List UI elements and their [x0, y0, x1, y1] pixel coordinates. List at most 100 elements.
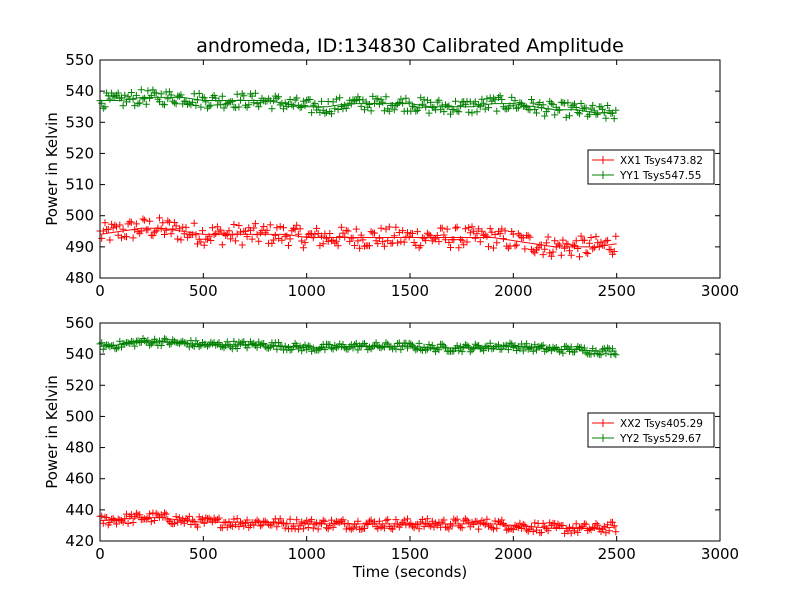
data-point: [445, 525, 453, 533]
data-point: [576, 524, 583, 532]
data-point: [275, 518, 283, 526]
data-point: [559, 349, 567, 357]
data-point: [390, 232, 398, 240]
data-point: [599, 105, 607, 113]
data-point: [167, 230, 175, 238]
data-point: [379, 98, 387, 106]
legend-label: XX1 Tsys473.82: [620, 155, 703, 167]
data-point: [116, 221, 124, 229]
data-point: [433, 98, 441, 106]
data-point: [450, 106, 458, 114]
data-point: [384, 515, 392, 523]
data-point: [604, 102, 612, 109]
data-point: [303, 346, 311, 354]
data-point: [174, 235, 182, 243]
data-point: [546, 97, 554, 105]
data-point: [185, 512, 193, 520]
data-point: [556, 241, 564, 249]
data-point: [485, 243, 492, 251]
data-point: [531, 519, 539, 527]
data-point: [511, 97, 519, 105]
data-point: [447, 110, 454, 118]
data-point: [235, 103, 243, 111]
data-point: [572, 520, 580, 528]
data-point: [109, 224, 117, 232]
data-point: [324, 237, 332, 245]
data-point: [298, 347, 306, 355]
data-point: [189, 341, 197, 349]
data-point: [466, 348, 474, 356]
data-point: [175, 92, 183, 100]
y-tick-label: 510: [65, 176, 94, 194]
data-point: [329, 523, 337, 531]
x-tick-label: 2500: [598, 282, 636, 300]
data-point: [157, 342, 165, 349]
data-point: [197, 238, 205, 246]
data-point: [162, 226, 170, 234]
data-point: [509, 526, 517, 534]
data-point: [354, 237, 362, 245]
data-point: [547, 252, 555, 260]
data-point: [425, 109, 433, 117]
data-point: [498, 516, 506, 524]
data-point: [164, 217, 172, 225]
data-point: [144, 226, 152, 234]
data-point: [299, 244, 307, 252]
data-point: [192, 337, 200, 345]
data-point: [456, 102, 464, 110]
data-point: [458, 524, 466, 532]
data-point: [242, 519, 249, 527]
data-point: [98, 234, 106, 242]
data-point: [605, 527, 613, 535]
data-point: [248, 235, 256, 243]
data-point: [123, 233, 130, 241]
data-point: [438, 224, 446, 232]
data-point: [255, 237, 263, 245]
data-point: [109, 92, 117, 100]
data-point: [230, 337, 238, 345]
data-point: [566, 112, 573, 120]
data-point: [533, 109, 540, 117]
y-tick-label: 550: [65, 51, 94, 69]
legend-box: [587, 149, 715, 185]
data-point: [508, 525, 516, 533]
data-point: [541, 245, 549, 253]
data-point: [547, 99, 555, 107]
data-point: [508, 93, 516, 101]
data-point: [577, 232, 585, 240]
data-point: [413, 228, 421, 236]
data-point: [275, 339, 283, 346]
data-point: [413, 345, 421, 353]
data-point: [456, 235, 464, 243]
data-point: [372, 339, 380, 347]
data-point: [217, 101, 225, 109]
data-point: [332, 237, 340, 245]
data-point: [131, 513, 139, 521]
data-point: [141, 216, 149, 224]
data-point: [490, 94, 497, 102]
data-point: [592, 233, 600, 241]
data-point: [468, 109, 476, 117]
data-point: [149, 339, 157, 347]
data-point: [418, 516, 426, 523]
data-point: [286, 515, 294, 523]
data-point: [551, 111, 559, 119]
data-point: [612, 351, 620, 359]
data-point: [223, 99, 231, 107]
data-point: [453, 515, 461, 523]
data-point: [306, 343, 314, 350]
data-point: [321, 109, 329, 117]
data-point: [579, 347, 587, 355]
data-point: [392, 516, 400, 524]
bottom-plot-area: 0 500 1000 1500 2000 2500 3000 420 440 460 480 500 5…: [65, 314, 739, 563]
data-point: [131, 342, 139, 350]
data-point: [121, 91, 129, 99]
data-point: [182, 98, 190, 106]
data-point: [554, 520, 562, 528]
data-point: [526, 233, 534, 241]
data-point: [612, 528, 620, 536]
data-point: [251, 89, 259, 97]
data-point: [463, 238, 471, 246]
data-point: [162, 510, 170, 518]
x-axis-label: Time (seconds): [352, 563, 468, 581]
